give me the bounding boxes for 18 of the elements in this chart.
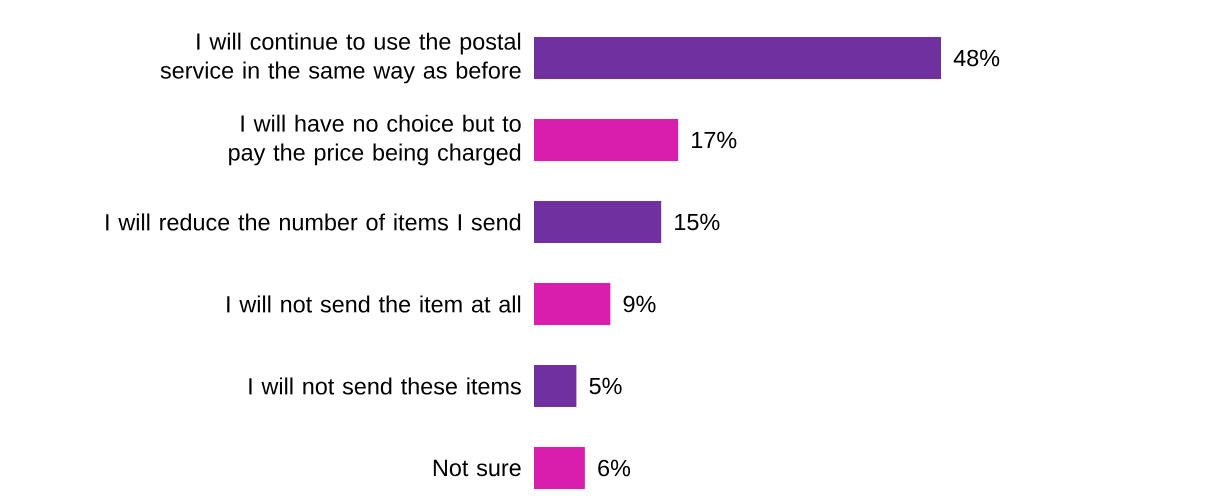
- data-label: 5%: [589, 377, 622, 395]
- data-label: 6%: [598, 459, 631, 477]
- data-label: 15%: [675, 213, 720, 231]
- y-tick-label: I will have no choice but to pay the price being charged: [229, 114, 521, 166]
- y-tick-label: I will reduce the number of items I send: [106, 213, 521, 231]
- bar: [534, 201, 662, 243]
- bar: [534, 119, 679, 161]
- y-tick-label: I will not send the item at all: [227, 295, 521, 313]
- bar: [534, 37, 941, 79]
- bar: [534, 447, 585, 489]
- data-label: 9%: [623, 295, 656, 313]
- y-tick-label: Not sure: [433, 459, 521, 477]
- y-tick-label: I will not send these items: [249, 377, 521, 395]
- bar: [534, 365, 577, 407]
- y-tick-label: I will continue to use the postal service in the same way as before: [160, 32, 521, 84]
- data-label: 48%: [953, 49, 1000, 67]
- bar: [534, 283, 611, 325]
- data-label: 17%: [692, 131, 737, 149]
